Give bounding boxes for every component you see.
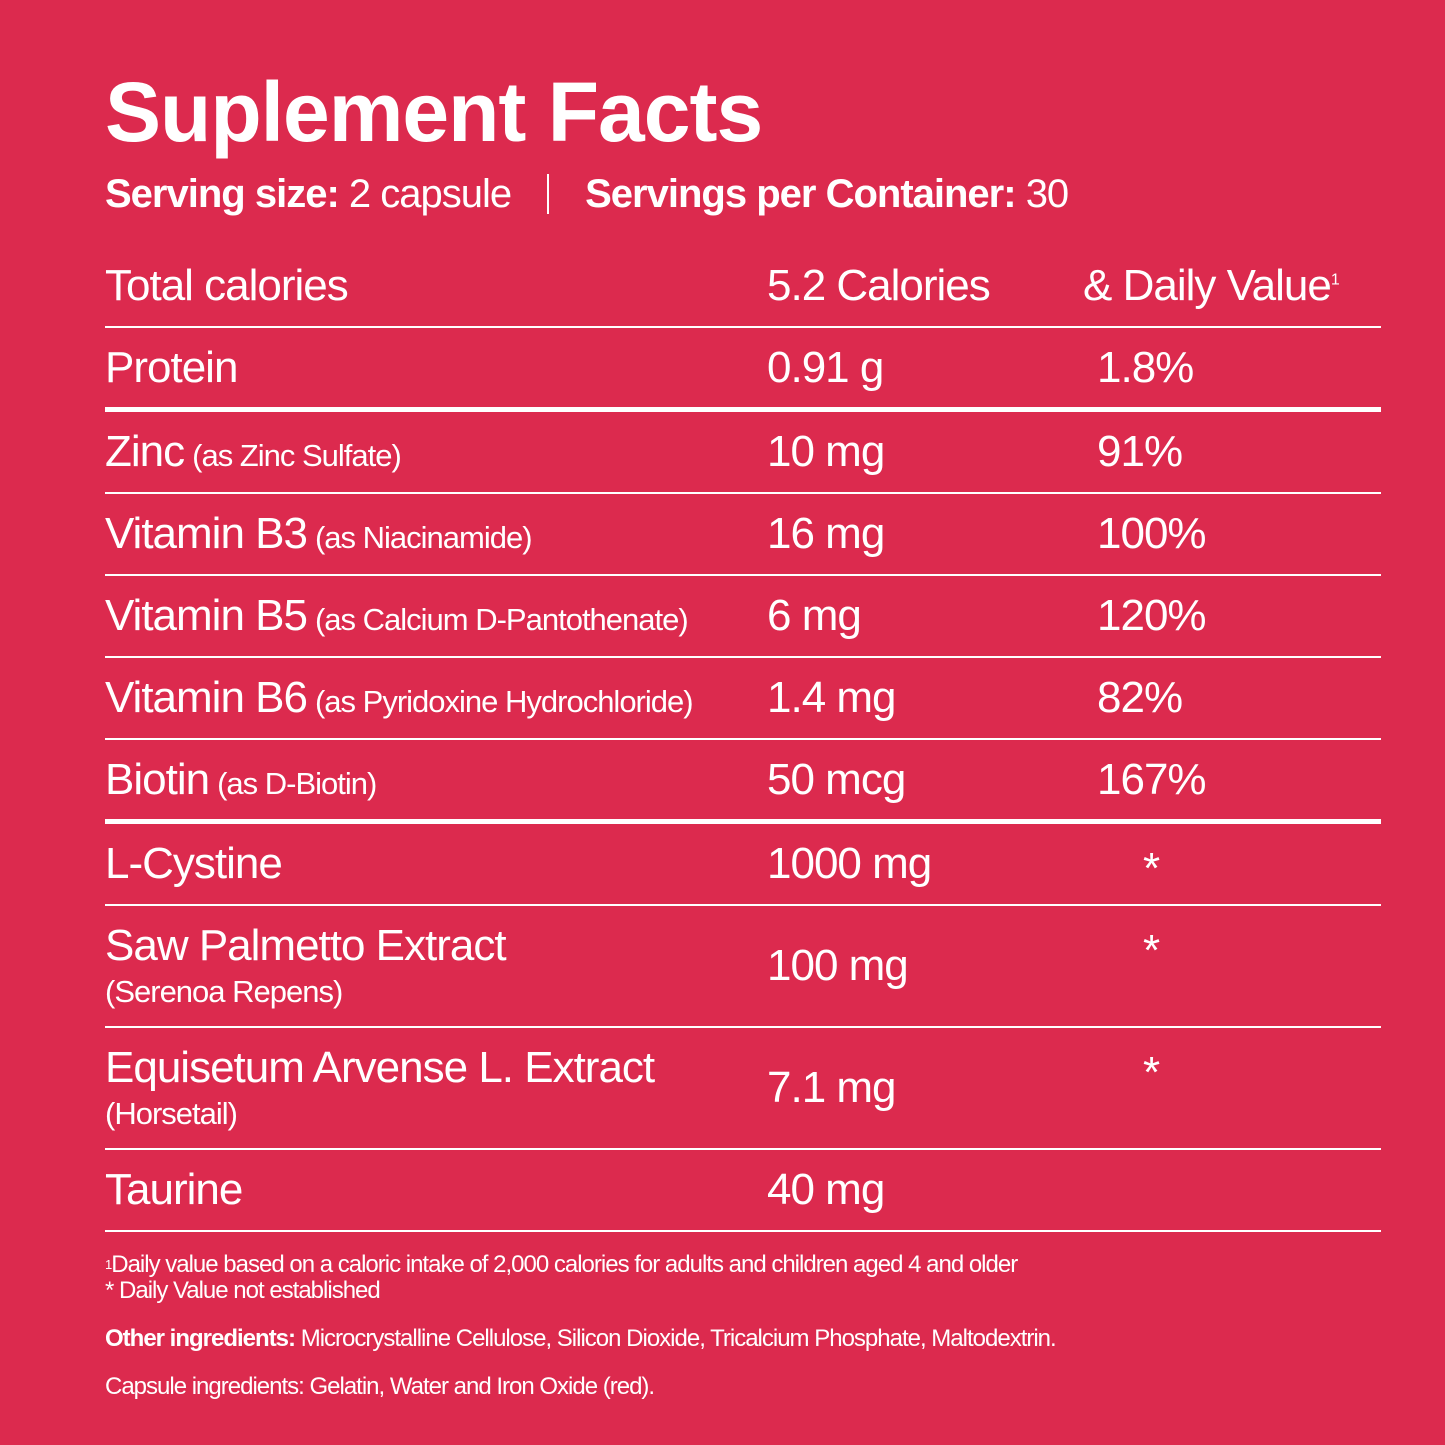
- separator: [547, 174, 550, 214]
- nutrient-cell: Vitamin B6 (as Pyridoxine Hydrochloride): [105, 673, 767, 723]
- nutrient-amount: 1.4 mg: [767, 673, 897, 722]
- facts-table: Total calories 5.2 Calories & Daily Valu…: [105, 246, 1381, 1232]
- nutrient-row: Vitamin B3 (as Niacinamide) 16 mg 100%: [105, 494, 1381, 576]
- nutrient-row: Vitamin B5 (as Calcium D-Pantothenate) 6 m…: [105, 576, 1381, 658]
- nutrient-cell: Vitamin B3 (as Niacinamide): [105, 509, 767, 559]
- nutrient-cell: Equisetum Arvense L. Extract (Horsetail): [105, 1042, 767, 1134]
- nutrient-amount: 50 mcg: [767, 754, 906, 804]
- nutrient-amount: 16 mg: [767, 509, 885, 558]
- footnote-1: 1Daily value based on a caloric intake o…: [105, 1252, 1056, 1278]
- nutrient-dv: 167%: [1097, 754, 1207, 804]
- other-text: Microcrystalline Cellulose, Silicon Diox…: [300, 1325, 1057, 1352]
- nutrient-dv: 82%: [1097, 673, 1183, 722]
- serving-size-label: Serving size:: [105, 172, 340, 216]
- footnote-sup: 1: [105, 1257, 112, 1272]
- nutrient-amount: 10 mg: [767, 427, 885, 476]
- nutrient-row: Zinc (as Zinc Sulfate) 10 mg 91%: [105, 412, 1381, 494]
- servings-value: 30: [1025, 172, 1069, 216]
- nutrient-dv: *: [1143, 1048, 1160, 1097]
- nutrient-name: Zinc: [105, 427, 185, 476]
- nutrient-cell: L-Cystine: [105, 839, 767, 889]
- nutrient-cell: Vitamin B5 (as Calcium D-Pantothenate): [105, 591, 767, 641]
- nutrient-name: Equisetum Arvense L. Extract: [105, 1043, 655, 1092]
- nutrient-note: (Horsetail): [105, 1096, 238, 1131]
- nutrient-note: (as D-Biotin): [217, 765, 377, 801]
- nutrient-name: Vitamin B5: [105, 591, 308, 640]
- nutrient-row: L-Cystine 1000 mg *: [105, 824, 1381, 906]
- nutrient-dv: 1.8%: [1097, 342, 1194, 392]
- nutrient-name: Saw Palmetto Extract: [105, 921, 507, 970]
- header-dv-text: & Daily Value: [1083, 261, 1332, 310]
- other-ingredients: Other ingredients: Microcrystalline Cell…: [105, 1325, 1057, 1352]
- footnote-2: * Daily Value not established: [105, 1277, 381, 1304]
- nutrient-row: Vitamin B6 (as Pyridoxine Hydrochloride) 1…: [105, 658, 1381, 740]
- header-name: Total calories: [105, 261, 349, 310]
- nutrient-cell: Zinc (as Zinc Sulfate): [105, 427, 767, 477]
- nutrient-name: Protein: [105, 342, 238, 392]
- nutrient-name: Taurine: [105, 1165, 243, 1214]
- title: Suplement Facts: [105, 65, 763, 159]
- nutrient-name: Vitamin B3: [105, 509, 308, 558]
- nutrient-amount: 7.1 mg: [767, 1063, 897, 1112]
- other-label: Other ingredients:: [105, 1325, 296, 1352]
- serving-size: 2 capsule: [348, 172, 512, 216]
- nutrient-note: (as Niacinamide): [314, 520, 533, 555]
- nutrient-cell: Biotin (as D-Biotin): [105, 755, 767, 805]
- nutrient-amount: 1000 mg: [767, 839, 932, 888]
- nutrient-amount: 100 mg: [767, 941, 909, 990]
- nutrient-dv: 120%: [1097, 591, 1207, 640]
- nutrient-note: (as Pyridoxine Hydrochloride): [314, 684, 694, 719]
- nutrient-dv: 100%: [1097, 509, 1207, 558]
- nutrient-row: Biotin (as D-Biotin) 50 mcg 167%: [105, 740, 1381, 824]
- capsule-ingredients: Capsule ingredients: Gelatin, Water and …: [105, 1373, 655, 1400]
- nutrient-name: Biotin: [105, 754, 210, 804]
- footnotes: 1Daily value based on a caloric intake o…: [105, 1252, 1057, 1400]
- footnote-text: Daily value based on a caloric intake of…: [111, 1251, 1018, 1278]
- nutrient-name: L-Cystine: [105, 839, 283, 888]
- nutrient-row: Taurine 40 mg: [105, 1150, 1381, 1232]
- label: Suplement Facts Serving size: 2 capsule …: [105, 62, 1381, 1232]
- nutrient-cell: Taurine: [105, 1165, 767, 1215]
- nutrient-name: Vitamin B6: [105, 673, 308, 722]
- nutrient-dv: *: [1143, 844, 1160, 893]
- header-amount: 5.2 Calories: [767, 261, 991, 310]
- servings-label: Servings per Container:: [585, 172, 1016, 216]
- header-dv-sup: 1: [1330, 271, 1340, 289]
- nutrient-amount: 6 mg: [767, 591, 862, 640]
- nutrient-note: (Serenoa Repens): [105, 974, 343, 1009]
- serving: Serving size: 2 capsule Servings per Con…: [105, 170, 1381, 218]
- nutrient-note: (as Calcium D-Pantothenate): [314, 602, 689, 637]
- nutrient-note: (as Zinc Sulfate): [192, 438, 402, 473]
- nutrient-row: Protein 0.91 g 1.8%: [105, 328, 1381, 412]
- nutrient-amount: 40 mg: [767, 1165, 885, 1214]
- nutrient-amount: 0.91 g: [767, 342, 884, 392]
- nutrient-cell: Protein: [105, 343, 767, 393]
- nutrient-dv: *: [1143, 926, 1160, 975]
- nutrient-dv: 91%: [1097, 427, 1183, 476]
- header-row: Total calories 5.2 Calories & Daily Valu…: [105, 246, 1381, 328]
- nutrient-cell: Saw Palmetto Extract (Serenoa Repens): [105, 920, 767, 1012]
- nutrient-row: Equisetum Arvense L. Extract (Horsetail) 7…: [105, 1028, 1381, 1150]
- header-dv: & Daily Value1: [1083, 261, 1381, 311]
- nutrient-row: Saw Palmetto Extract (Serenoa Repens) 100 …: [105, 906, 1381, 1028]
